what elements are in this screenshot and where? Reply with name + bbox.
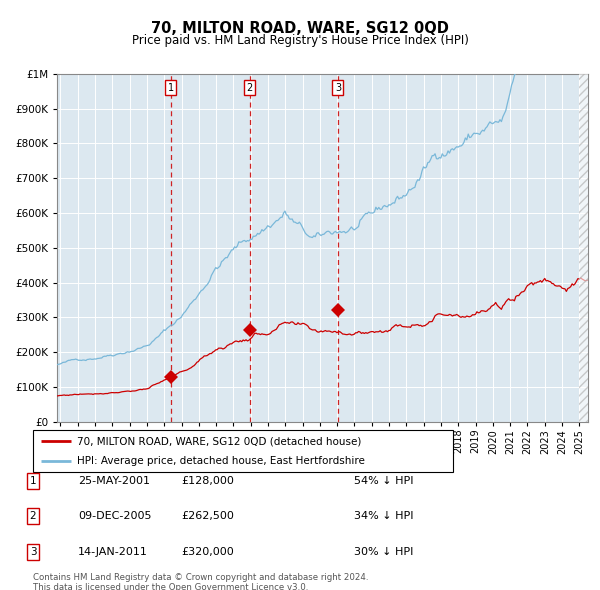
Text: 3: 3 (29, 547, 37, 556)
Text: 1: 1 (29, 476, 37, 486)
Text: 54% ↓ HPI: 54% ↓ HPI (354, 476, 413, 486)
Text: 30% ↓ HPI: 30% ↓ HPI (354, 547, 413, 556)
Text: 70, MILTON ROAD, WARE, SG12 0QD: 70, MILTON ROAD, WARE, SG12 0QD (151, 21, 449, 35)
Text: 09-DEC-2005: 09-DEC-2005 (78, 512, 151, 521)
Text: 34% ↓ HPI: 34% ↓ HPI (354, 512, 413, 521)
Text: Price paid vs. HM Land Registry's House Price Index (HPI): Price paid vs. HM Land Registry's House … (131, 34, 469, 47)
Text: 2: 2 (29, 512, 37, 521)
Text: HPI: Average price, detached house, East Hertfordshire: HPI: Average price, detached house, East… (77, 457, 365, 466)
Text: £320,000: £320,000 (181, 547, 234, 556)
Text: This data is licensed under the Open Government Licence v3.0.: This data is licensed under the Open Gov… (33, 583, 308, 590)
Text: 3: 3 (335, 83, 341, 93)
Text: 25-MAY-2001: 25-MAY-2001 (78, 476, 150, 486)
Text: Contains HM Land Registry data © Crown copyright and database right 2024.: Contains HM Land Registry data © Crown c… (33, 573, 368, 582)
Text: 2: 2 (247, 83, 253, 93)
Text: £128,000: £128,000 (181, 476, 234, 486)
Text: 70, MILTON ROAD, WARE, SG12 0QD (detached house): 70, MILTON ROAD, WARE, SG12 0QD (detache… (77, 437, 361, 447)
FancyBboxPatch shape (33, 430, 453, 472)
Text: £262,500: £262,500 (181, 512, 234, 521)
Text: 1: 1 (168, 83, 174, 93)
Polygon shape (580, 74, 588, 422)
Text: 14-JAN-2011: 14-JAN-2011 (78, 547, 148, 556)
